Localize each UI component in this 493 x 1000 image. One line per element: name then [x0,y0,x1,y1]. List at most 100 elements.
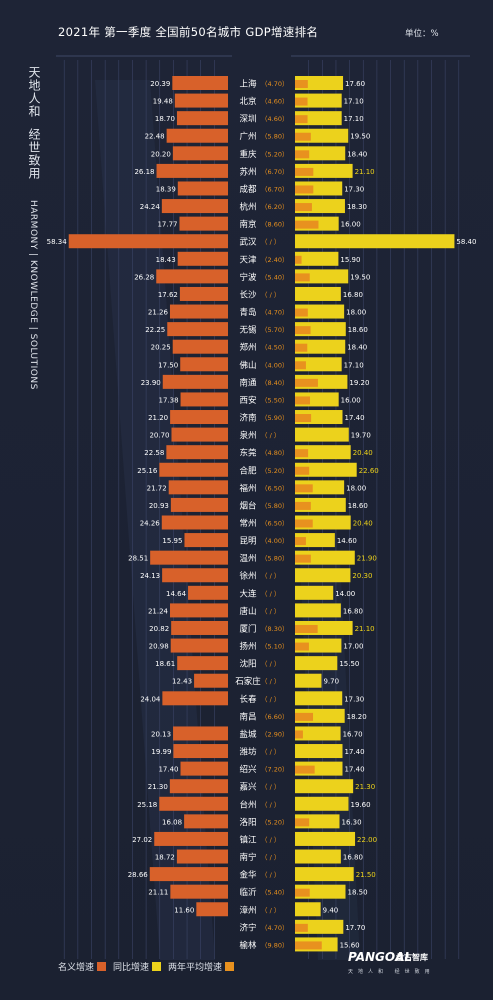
nominal-value-label: 25.18 [137,801,157,809]
nominal-bar [169,779,228,794]
yoy-value-label: 20.40 [353,449,373,457]
two-year-avg-bar [295,554,311,563]
two-year-avg-bar [295,255,302,264]
two-year-avg-label: （ / ） [261,678,280,686]
city-label: 盐城 [239,729,257,740]
yoy-value-label: 19.70 [351,432,371,440]
brand-logo-cn: 盘古智库 [396,953,428,962]
yoy-value-label: 17.40 [345,748,365,756]
nominal-value-label: 20.98 [149,643,169,651]
yoy-bar [295,902,321,917]
yoy-value-label: 18.60 [348,502,368,510]
nominal-value-label: 58.34 [47,238,68,246]
nominal-value-label: 17.62 [158,291,178,299]
nominal-bar [167,322,228,337]
yoy-bar [295,462,357,477]
nominal-value-label: 19.48 [153,98,173,106]
nominal-bar [156,269,228,284]
two-year-avg-label: （ / ） [261,695,280,703]
nominal-bar [168,480,228,495]
nominal-bar [184,533,228,548]
nominal-bar [172,146,228,161]
nominal-bar [180,357,228,372]
yoy-value-label: 15.60 [340,941,360,949]
yoy-value-label: 17.10 [344,98,364,106]
two-year-avg-bar [295,712,314,721]
city-label: 长沙 [239,289,257,300]
nominal-bar [177,656,228,671]
yoy-value-label: 16.80 [343,607,363,615]
nominal-value-label: 25.16 [137,467,158,475]
legend-nominal-swatch [97,962,106,971]
two-year-avg-label: （4.60） [261,115,288,123]
yoy-value-label: 18.00 [346,484,366,492]
nominal-value-label: 21.24 [148,607,169,615]
two-year-avg-label: （4.60） [261,98,288,106]
nominal-value-label: 20.20 [151,150,171,158]
yoy-bar [295,867,354,882]
city-label: 无锡 [239,326,257,336]
city-label: 广州 [239,131,256,142]
yoy-value-label: 16.70 [343,730,363,738]
nominal-bar [180,761,228,776]
two-year-avg-bar [295,818,310,827]
yoy-value-label: 14.00 [335,590,355,598]
yoy-value-label: 18.20 [347,713,367,721]
nominal-value-label: 18.61 [155,660,175,668]
page-title: 2021年 第一季度 全国前50名城市 GDP增速排名 [58,25,319,39]
nominal-value-label: 22.48 [145,133,165,141]
yoy-value-label: 19.20 [349,379,369,387]
two-year-avg-label: （4.00） [261,537,288,545]
two-year-avg-label: （5.40） [261,273,288,281]
nominal-bar [172,339,228,354]
nominal-bar [177,251,228,266]
nominal-bar [171,620,228,635]
two-year-avg-label: （ / ） [261,590,280,598]
two-year-avg-label: （6.60） [261,713,288,721]
nominal-value-label: 22.25 [145,326,165,334]
two-year-avg-bar [295,642,309,651]
nominal-value-label: 20.39 [150,80,170,88]
yoy-value-label: 14.60 [337,537,357,545]
city-label: 唐山 [239,606,256,617]
yoy-value-label: 19.50 [350,273,370,281]
yoy-value-label: 18.60 [348,326,368,334]
yoy-value-label: 16.00 [341,396,361,404]
yoy-value-label: 18.40 [347,150,367,158]
yoy-value-label: 21.50 [356,871,376,879]
yoy-value-label: 20.40 [353,520,373,528]
legend-yoy-swatch [152,962,161,971]
yoy-bar [295,726,341,741]
nominal-bar [170,638,228,653]
nominal-bar [179,286,228,301]
nominal-bar [180,392,228,407]
yoy-bar [295,831,356,846]
city-label: 上海 [239,79,257,90]
two-year-avg-label: （7.20） [261,766,288,774]
nominal-value-label: 22.58 [144,449,164,457]
yoy-bar [295,849,341,864]
nominal-bar [176,849,228,864]
two-year-avg-bar [295,624,318,633]
city-label: 重庆 [239,149,257,160]
two-year-avg-label: （6.50） [261,484,288,492]
city-label: 佛山 [239,360,256,371]
nominal-value-label: 23.90 [141,379,161,387]
nominal-value-label: 18.72 [155,854,175,862]
yoy-value-label: 17.30 [344,185,364,193]
two-year-avg-bar [295,765,315,774]
slogan-line-2: 经世致用 [27,128,41,180]
nominal-bar [171,427,228,442]
two-year-avg-bar [295,414,312,423]
yoy-bar [295,656,338,671]
legend-avg-label: 两年平均增速 [168,963,223,973]
yoy-bar [295,357,342,372]
city-label: 杭州 [239,202,256,213]
two-year-avg-label: （5.70） [261,326,288,334]
city-label: 嘉兴 [239,782,257,793]
city-label: 榆林 [239,940,257,951]
nominal-value-label: 20.25 [151,344,171,352]
yoy-value-label: 19.60 [351,801,371,809]
city-label: 南通 [239,377,257,388]
nominal-bar [173,744,228,759]
